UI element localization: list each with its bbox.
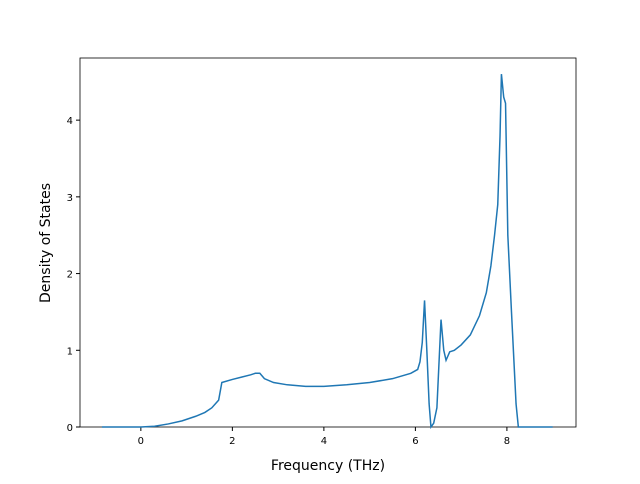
- x-tick-label: 6: [412, 436, 418, 447]
- axes-frame: [79, 57, 577, 428]
- x-tick-label: 2: [229, 436, 235, 447]
- y-tick-label: 2: [67, 270, 73, 281]
- y-axis-label: Density of States: [38, 183, 54, 303]
- data-line: [101, 74, 553, 430]
- y-tick-label: 0: [67, 423, 73, 434]
- y-tick-label: 4: [67, 116, 73, 127]
- x-tick-label: 8: [504, 436, 510, 447]
- x-axis-label: Frequency (THz): [271, 458, 385, 474]
- y-tick-label: 3: [67, 193, 73, 204]
- x-tick-label: 0: [138, 436, 144, 447]
- y-tick-label: 1: [67, 346, 73, 357]
- x-tick-label: 4: [321, 436, 327, 447]
